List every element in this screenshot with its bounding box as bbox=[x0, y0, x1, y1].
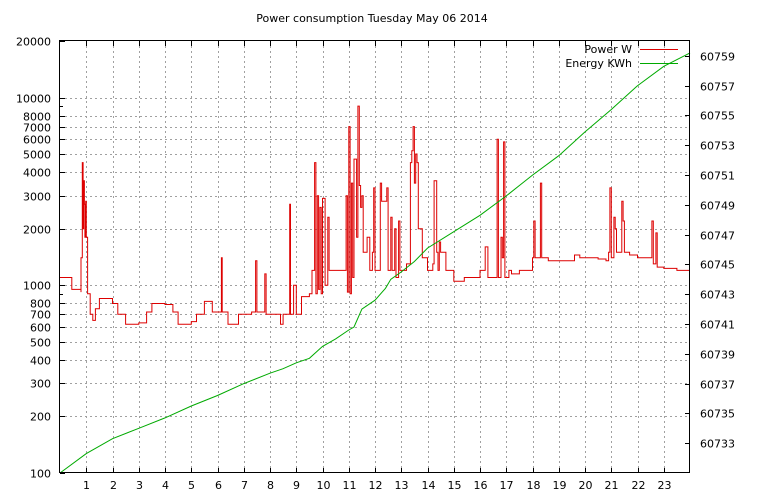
y2-tick-label: 60753 bbox=[700, 140, 735, 153]
x-tick-label: 7 bbox=[241, 479, 248, 492]
y2-tick-label: 60733 bbox=[700, 438, 735, 451]
y2-tick-label: 60749 bbox=[700, 200, 735, 213]
y-tick-label: 10000 bbox=[16, 93, 51, 106]
y2-tick-label: 60745 bbox=[700, 259, 735, 272]
x-tick-label: 15 bbox=[448, 479, 462, 492]
x-tick-label: 23 bbox=[658, 479, 672, 492]
x-tick-label: 3 bbox=[136, 479, 143, 492]
x-tick-label: 19 bbox=[553, 479, 567, 492]
series-layer bbox=[59, 52, 691, 474]
x-tick-label: 21 bbox=[605, 479, 619, 492]
y-tick-label: 8000 bbox=[23, 111, 51, 124]
chart-title: Power consumption Tuesday May 06 2014 bbox=[256, 12, 487, 25]
y-tick-label: 3000 bbox=[23, 191, 51, 204]
x-tick-label: 5 bbox=[188, 479, 195, 492]
y-tick-label: 7000 bbox=[23, 122, 51, 135]
x-tick-label: 20 bbox=[579, 479, 593, 492]
y2-tick-label: 60737 bbox=[700, 379, 735, 392]
y2-tick-label: 60741 bbox=[700, 319, 735, 332]
x-tick-label: 6 bbox=[215, 479, 222, 492]
y-tick-label: 400 bbox=[30, 355, 51, 368]
y-tick-label: 300 bbox=[30, 378, 51, 391]
x-tick-label: 14 bbox=[422, 479, 436, 492]
y-tick-label: 5000 bbox=[23, 149, 51, 162]
x-tick-label: 1 bbox=[83, 479, 90, 492]
x-tick-label: 12 bbox=[369, 479, 383, 492]
x-tick-label: 9 bbox=[293, 479, 300, 492]
legend-label-energy: Energy KWh bbox=[565, 57, 632, 70]
series-line-power bbox=[60, 105, 690, 325]
x-tick-label: 4 bbox=[162, 479, 169, 492]
x-tick-label: 22 bbox=[632, 479, 646, 492]
legend: Power W Energy KWh bbox=[565, 43, 678, 70]
y-tick-label: 200 bbox=[30, 411, 51, 424]
y-tick-label: 100 bbox=[30, 468, 51, 481]
y-tick-label: 800 bbox=[30, 298, 51, 311]
grid bbox=[60, 41, 690, 473]
y-tick-label: 500 bbox=[30, 337, 51, 350]
y-tick-label: 6000 bbox=[23, 134, 51, 147]
y2-tick-label: 60747 bbox=[700, 230, 735, 243]
x-tick-label: 10 bbox=[317, 479, 331, 492]
y-tick-label: 2000 bbox=[23, 224, 51, 237]
y2-tick-label: 60757 bbox=[700, 81, 735, 94]
y2-tick-label: 60735 bbox=[700, 408, 735, 421]
y2-tick-label: 60759 bbox=[700, 51, 735, 64]
series-line-energy bbox=[59, 52, 691, 474]
x-tick-label: 16 bbox=[474, 479, 488, 492]
x-tick-label: 2 bbox=[110, 479, 117, 492]
y2-tick-label: 60743 bbox=[700, 289, 735, 302]
x-tick-label: 13 bbox=[395, 479, 409, 492]
y2-tick-label: 60739 bbox=[700, 349, 735, 362]
y-tick-label: 20000 bbox=[16, 36, 51, 49]
x-tick-label: 8 bbox=[267, 479, 274, 492]
x-tick-label: 11 bbox=[343, 479, 357, 492]
y-tick-label: 700 bbox=[30, 309, 51, 322]
x-tick-label: 17 bbox=[500, 479, 514, 492]
y-tick-label: 4000 bbox=[23, 167, 51, 180]
y-tick-label: 1000 bbox=[23, 280, 51, 293]
axes: 1 2 3 4 5 6 7 8 9 10 11 12 13 14 15 16 17 18 19 20 21 22 23100… bbox=[16, 36, 735, 493]
legend-label-power: Power W bbox=[584, 43, 632, 56]
y-tick-label: 600 bbox=[30, 322, 51, 335]
y2-tick-label: 60751 bbox=[700, 170, 735, 183]
plot-frame bbox=[59, 40, 690, 473]
y2-tick-label: 60755 bbox=[700, 110, 735, 123]
x-tick-label: 18 bbox=[527, 479, 541, 492]
